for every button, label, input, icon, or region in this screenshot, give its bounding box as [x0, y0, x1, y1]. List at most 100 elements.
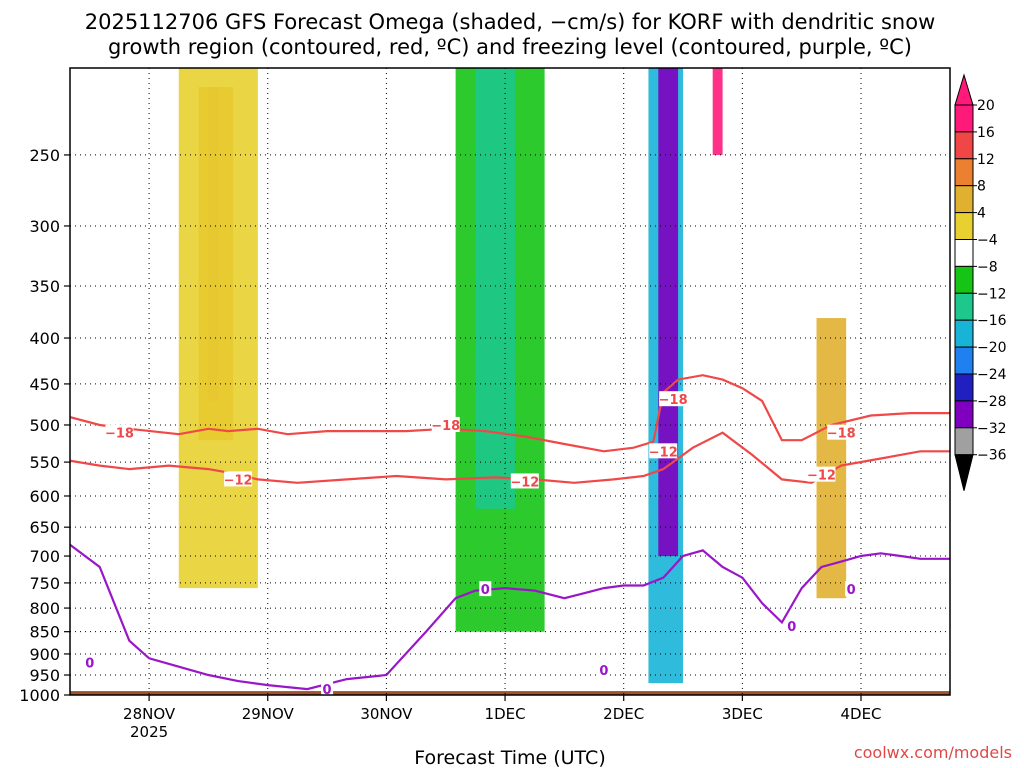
colorbar-swatch: [954, 319, 974, 348]
contour-label: 0: [323, 683, 332, 698]
colorbar-top-arrow: [954, 73, 974, 106]
contour-label-bg: [224, 471, 253, 487]
contour-label: 0: [847, 583, 856, 598]
contour-label-bg: [649, 443, 678, 459]
contour-label-bg: [597, 662, 610, 678]
y-tick-label: 750: [29, 574, 60, 593]
colorbar-label: 16: [977, 125, 995, 141]
colorbar-swatch: [954, 400, 974, 429]
colorbar-label: −36: [977, 448, 1007, 464]
colorbar-swatch: [954, 104, 974, 133]
contour-label: 0: [481, 583, 490, 598]
contour-line: [70, 543, 950, 691]
colorbar: 20 16 12 8 4 −4 −8 −12 −16 −20 −24 −28 −32 −36: [954, 73, 1007, 491]
contour-label-bg: [510, 473, 539, 489]
contour-label-bg: [785, 618, 798, 634]
y-tick-label: 550: [29, 453, 60, 472]
colorbar-label: −20: [977, 340, 1007, 356]
omega-region: [658, 68, 679, 557]
contour-label: −12: [807, 469, 836, 484]
y-tick-label: 650: [29, 518, 60, 537]
plot-frame: [69, 67, 951, 696]
x-tick-label: 4DEC: [840, 705, 881, 723]
contour-line: [70, 374, 950, 453]
colorbar-swatch: [954, 212, 974, 241]
y-tick-label: 800: [29, 599, 60, 618]
x-tick-label: 28NOV: [123, 705, 176, 723]
y-tick-label: 950: [29, 666, 60, 685]
y-axis: 250 300 350 400 450 500 550 600 650 700 750 800 850 9…: [19, 146, 70, 705]
y-tick-label: 350: [29, 277, 60, 296]
x-tick-label: 29NOV: [242, 705, 295, 723]
colorbar-label: −28: [977, 394, 1007, 410]
omega-region: [178, 68, 258, 589]
x-tick-label: 2DEC: [603, 705, 644, 723]
colorbar-label: −16: [977, 313, 1007, 329]
colorbar-swatch: [954, 185, 974, 214]
colorbar-swatch: [954, 346, 974, 375]
colorbar-swatch: [954, 265, 974, 294]
contour-line: [70, 431, 950, 484]
contour-label: 0: [85, 657, 94, 672]
contour-label: −12: [224, 473, 253, 488]
y-tick-label: 900: [29, 645, 60, 664]
contour-label-bg: [845, 581, 858, 597]
colorbar-swatch: [954, 427, 974, 456]
y-tick-label: 1000: [19, 686, 60, 705]
colorbar-swatch: [954, 239, 974, 267]
chart-title-line2: growth region (contoured, red, ºC) and f…: [108, 35, 912, 59]
colorbar-label: −4: [977, 233, 998, 249]
colorbar-label: −32: [977, 421, 1007, 437]
y-tick-label: 300: [29, 217, 60, 236]
chart-title-line1: 2025112706 GFS Forecast Omega (shaded, −…: [85, 10, 936, 34]
colorbar-swatch: [954, 292, 974, 321]
contour-label-bg: [807, 466, 836, 482]
colorbar-swatch: [954, 158, 974, 187]
contour-label: −12: [510, 475, 539, 490]
contour-label: −12: [649, 445, 678, 460]
contour-label: −18: [431, 419, 460, 434]
colorbar-bottom-arrow: [954, 454, 974, 491]
x-tick-label: 30NOV: [360, 705, 413, 723]
colorbar-label: 20: [977, 98, 995, 114]
colorbar-label: 4: [977, 206, 986, 222]
contour-label-bg: [83, 654, 96, 670]
y-tick-label: 450: [29, 375, 60, 394]
y-tick-label: 400: [29, 329, 60, 348]
contour-label: 0: [599, 664, 608, 679]
x-tick-sublabel: 2025: [130, 723, 168, 741]
y-tick-label: 250: [29, 146, 60, 165]
ground-terrain: [70, 691, 950, 695]
colorbar-label: −12: [977, 286, 1007, 302]
y-tick-label: 600: [29, 487, 60, 506]
omega-region: [816, 318, 847, 599]
plot-area: −18 −18 −18 −18 −12 −12 −12 −12 0 0 0 0 0 0: [69, 67, 951, 698]
contour-label: −18: [827, 427, 856, 442]
y-tick-label: 500: [29, 416, 60, 435]
contour-label: 0: [787, 620, 796, 635]
contour-label-bg: [479, 581, 492, 597]
contour-label-bg: [827, 424, 856, 440]
colorbar-swatch: [954, 373, 974, 402]
contour-label: −18: [659, 393, 688, 408]
colorbar-label: −8: [977, 259, 998, 275]
omega-region: [712, 68, 723, 155]
x-axis-label: Forecast Time (UTC): [414, 747, 605, 768]
x-tick-label: 3DEC: [722, 705, 763, 723]
contour-label-bg: [321, 681, 334, 695]
contour-label-bg: [659, 391, 688, 407]
colorbar-label: 12: [977, 152, 995, 168]
y-tick-label: 700: [29, 547, 60, 566]
omega-shading: [70, 68, 950, 695]
colorbar-label: 8: [977, 179, 986, 195]
credit-link[interactable]: coolwx.com/models: [854, 743, 1012, 762]
contour-label: −18: [105, 427, 134, 442]
contour-lines: −18 −18 −18 −18 −12 −12 −12 −12 0 0 0 0 0 0: [70, 374, 950, 698]
y-tick-label: 850: [29, 623, 60, 642]
contour-label-bg: [105, 424, 134, 440]
colorbar-label: −24: [977, 367, 1007, 383]
colorbar-swatch: [954, 131, 974, 160]
contour-label-bg: [431, 416, 460, 432]
